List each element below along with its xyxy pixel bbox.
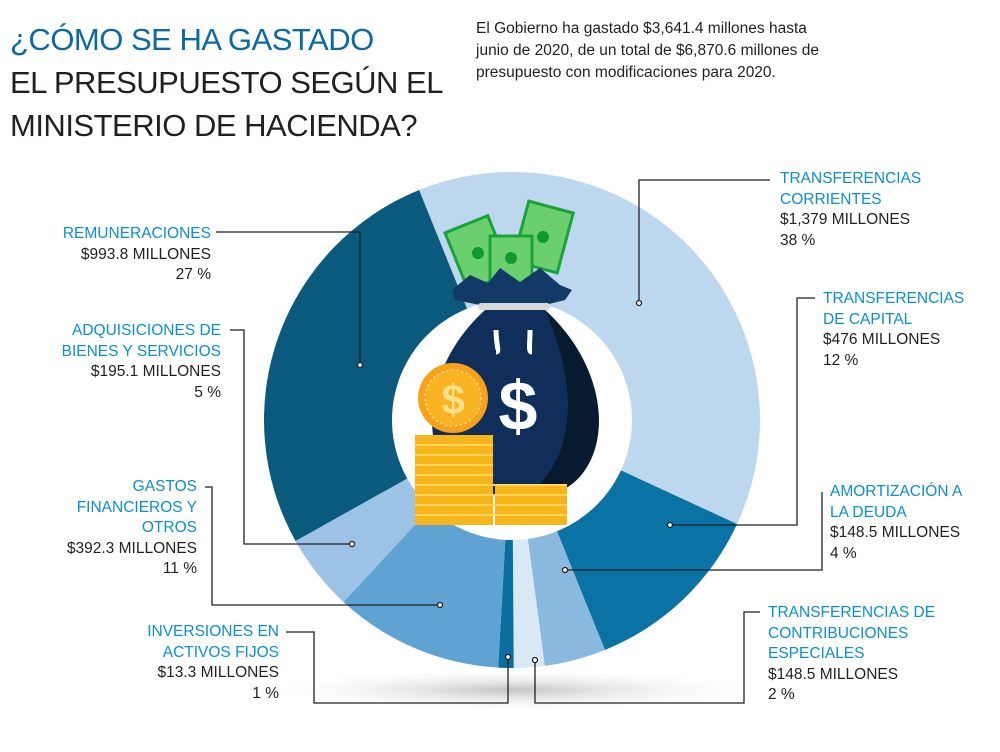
label-gastos: GASTOS FINANCIEROS Y OTROS $392.3 MILLON… bbox=[67, 477, 197, 580]
label-name: OTROS bbox=[141, 519, 197, 536]
label-percent: 27 % bbox=[175, 266, 211, 283]
leader-remuneraciones bbox=[216, 231, 361, 364]
label-name: TRANSFERENCIAS bbox=[780, 170, 922, 187]
leader-contribuciones bbox=[534, 611, 760, 704]
label-percent: 4 % bbox=[830, 544, 857, 562]
title-line-2: EL PRESUPUESTO SEGÚN EL bbox=[10, 65, 443, 100]
label-amount: $476 MILLONES bbox=[823, 331, 941, 348]
leader-capital bbox=[672, 297, 815, 526]
label-amount: $195.1 MILLONES bbox=[90, 363, 221, 380]
label-name: INVERSIONES EN bbox=[147, 623, 279, 640]
label-name: CONTRIBUCIONES bbox=[768, 624, 909, 642]
label-name: CORRIENTES bbox=[780, 190, 882, 208]
label-amount: $993.8 MILLONES bbox=[80, 245, 211, 263]
coins-icon: $ bbox=[415, 363, 567, 525]
label-name: ESPECIALES bbox=[768, 645, 865, 662]
label-percent: 12 % bbox=[823, 351, 859, 369]
label-name: AMORTIZACIÓN A bbox=[830, 483, 963, 500]
label-contribuciones: TRANSFERENCIAS DE CONTRIBUCIONES ESPECIA… bbox=[768, 603, 935, 706]
label-amount: $148.5 MILLONES bbox=[768, 665, 899, 683]
label-amount: $13.3 MILLONES bbox=[157, 664, 279, 681]
label-capital: TRANSFERENCIAS DE CAPITAL $476 MILLONES … bbox=[823, 289, 964, 371]
label-percent: 11 % bbox=[162, 560, 197, 577]
label-name: TRANSFERENCIAS DE bbox=[768, 604, 936, 621]
leader-lines bbox=[205, 179, 823, 704]
leader-corrientes bbox=[638, 179, 770, 301]
label-name: REMUNERACIONES bbox=[62, 225, 211, 242]
label-percent: 2 % bbox=[768, 686, 795, 703]
label-name: ACTIVOS FIJOS bbox=[162, 643, 279, 661]
page-title: ¿CÓMO SE HA GASTADO EL PRESUPUESTO SEGÚN… bbox=[10, 18, 443, 147]
leader-dots bbox=[348, 299, 674, 664]
intro-text: El Gobierno ha gastado $3,641.4 millones… bbox=[476, 20, 819, 81]
label-name: DE CAPITAL bbox=[823, 310, 913, 328]
label-name: TRANSFERENCIAS bbox=[823, 290, 965, 307]
label-amortizacion: AMORTIZACIÓN A LA DEUDA $148.5 MILLONES … bbox=[830, 482, 962, 564]
label-amount: $148.5 MILLONES bbox=[830, 524, 961, 541]
leader-gastos bbox=[205, 486, 438, 606]
label-name: BIENES Y SERVICIOS bbox=[61, 342, 221, 360]
title-line-1: ¿CÓMO SE HA GASTADO bbox=[10, 22, 374, 57]
label-remuneraciones: REMUNERACIONES $993.8 MILLONES 27 % bbox=[63, 224, 211, 286]
label-percent: 5 % bbox=[194, 383, 221, 401]
chart-shadow bbox=[252, 668, 772, 712]
label-corrientes: TRANSFERENCIAS CORRIENTES $1,379 MILLONE… bbox=[780, 169, 921, 251]
label-adquisiciones: ADQUISICIONES DE BIENES Y SERVICIOS $195… bbox=[62, 321, 221, 403]
leader-inversiones bbox=[286, 631, 509, 704]
title-line-3: MINISTERIO DE HACIENDA? bbox=[10, 108, 418, 143]
svg-text:$: $ bbox=[441, 376, 464, 423]
label-percent: 38 % bbox=[780, 231, 816, 249]
label-name: ADQUISICIONES DE bbox=[72, 322, 221, 339]
label-name: GASTOS bbox=[132, 478, 197, 495]
label-amount: $1,379 MILLONES bbox=[780, 211, 911, 228]
label-percent: 1 % bbox=[252, 684, 279, 702]
label-name: FINANCIEROS Y bbox=[76, 498, 197, 516]
label-inversiones: INVERSIONES EN ACTIVOS FIJOS $13.3 MILLO… bbox=[147, 622, 279, 704]
label-name: LA DEUDA bbox=[830, 503, 907, 521]
money-bag-icon: $ $ bbox=[415, 199, 599, 525]
leader-amortizacion bbox=[567, 492, 823, 571]
svg-text:$: $ bbox=[499, 367, 538, 445]
leader-adquisiciones bbox=[230, 329, 350, 545]
label-amount: $392.3 MILLONES bbox=[66, 539, 197, 557]
